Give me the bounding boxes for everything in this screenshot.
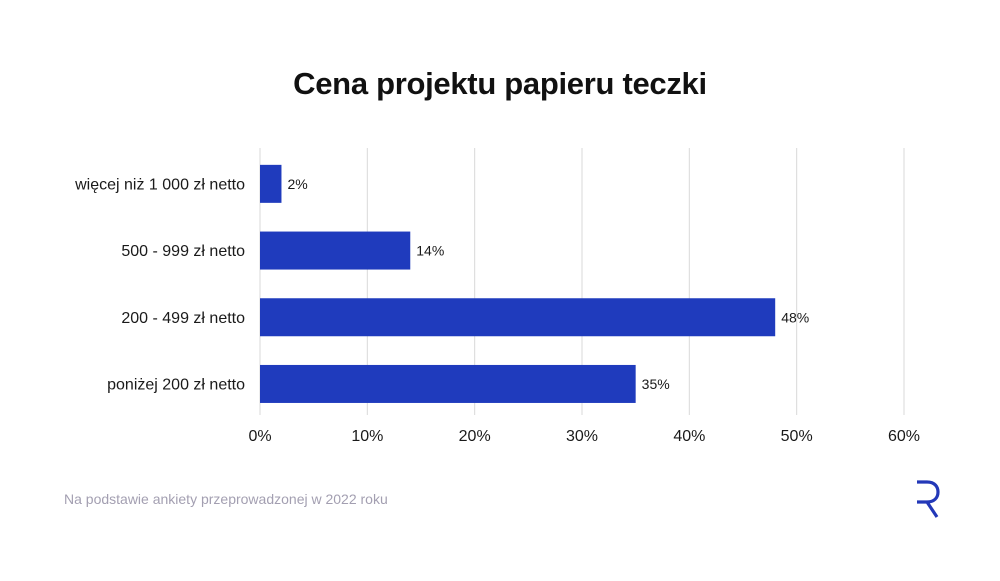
- bar: [260, 231, 411, 270]
- source-note: Na podstawie ankiety przeprowadzonej w 2…: [64, 491, 388, 507]
- chart-title: Cena projektu papieru teczki: [293, 66, 707, 101]
- x-tick-label: 60%: [888, 428, 920, 445]
- bar: [260, 298, 776, 337]
- value-label: 2%: [287, 176, 307, 192]
- value-label: 48%: [781, 309, 809, 325]
- x-tick-label: 30%: [566, 428, 598, 445]
- x-tick-label: 50%: [781, 428, 813, 445]
- x-tick-label: 10%: [351, 428, 383, 445]
- x-tick-label: 20%: [459, 428, 491, 445]
- brand-r-logo-icon: [917, 480, 940, 518]
- category-label: poniżej 200 zł netto: [107, 376, 245, 393]
- bar: [260, 164, 282, 203]
- x-tick-label: 0%: [248, 428, 271, 445]
- category-label: więcej niż 1 000 zł netto: [74, 176, 245, 193]
- x-tick-labels: 0% 10% 20% 30% 40% 50% 60%: [248, 428, 920, 445]
- bars: [260, 164, 776, 403]
- value-label: 14%: [416, 243, 444, 259]
- category-labels: więcej niż 1 000 zł netto 500 - 999 zł ne…: [74, 176, 245, 393]
- x-tick-label: 40%: [673, 428, 705, 445]
- bar: [260, 364, 636, 403]
- category-label: 200 - 499 zł netto: [121, 310, 245, 327]
- value-label: 35%: [642, 376, 670, 392]
- category-label: 500 - 999 zł netto: [121, 243, 245, 260]
- value-labels: 2% 14% 48% 35%: [287, 176, 809, 392]
